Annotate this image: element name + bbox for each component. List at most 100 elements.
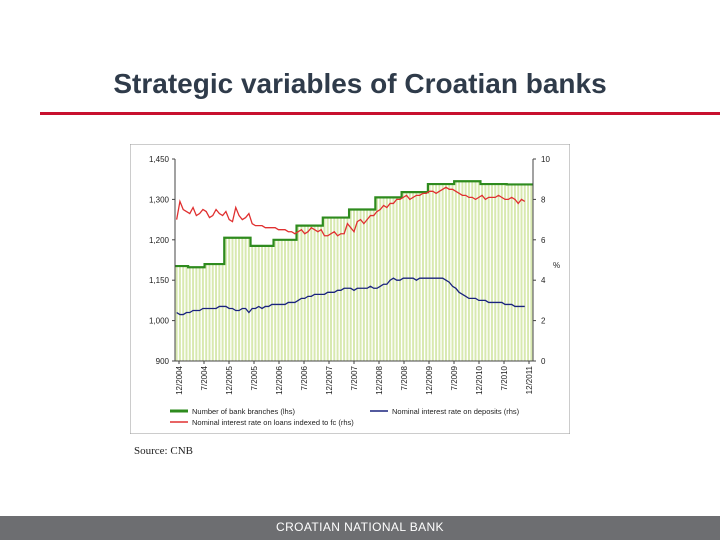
branch-bar <box>287 239 290 361</box>
branch-bar <box>297 225 300 361</box>
legend-label: Nominal interest rate on loans indexed t… <box>192 418 354 427</box>
branch-bar <box>494 184 497 361</box>
branch-bar <box>376 197 378 361</box>
branch-bar <box>408 192 411 361</box>
branch-bar <box>487 184 490 361</box>
branch-bar <box>517 184 520 361</box>
left-tick-label: 900 <box>156 357 170 366</box>
branch-bar <box>530 184 533 361</box>
branch-bar <box>224 237 227 361</box>
right-tick-label: 6 <box>541 236 546 245</box>
branch-bar <box>326 217 329 361</box>
branch-bar <box>208 264 211 361</box>
branch-bar <box>307 225 309 361</box>
tick-labels: 1,450 1,300 1,200 1,150 1,000 900 10 8 6 4 2 0% 12/2… <box>149 155 560 395</box>
branch-bar <box>454 181 457 361</box>
x-tick-label: 12/2006 <box>275 365 284 394</box>
branch-bar <box>192 267 195 361</box>
branch-bar <box>333 217 336 361</box>
branch-bar <box>441 184 444 361</box>
branch-bar <box>520 184 523 361</box>
branch-bar <box>339 217 342 361</box>
branch-bar <box>270 245 273 361</box>
branch-bar <box>336 217 339 361</box>
x-tick-label: 12/2005 <box>225 365 234 394</box>
right-tick-label: 10 <box>541 155 550 164</box>
branch-bar <box>201 267 204 361</box>
x-tick-label: 12/2007 <box>325 365 334 394</box>
branch-bar <box>178 266 181 361</box>
branch-bar <box>261 245 264 361</box>
x-tick-label: 12/2009 <box>425 365 434 394</box>
left-tick-label: 1,150 <box>149 276 170 285</box>
branch-bar <box>353 209 355 361</box>
branch-bar <box>389 197 392 361</box>
branch-bar <box>234 237 237 361</box>
legend-label: Number of bank branches (lhs) <box>192 407 295 416</box>
branch-bar <box>267 245 270 361</box>
branch-bar <box>343 217 346 361</box>
branch-bar <box>198 267 201 361</box>
branch-bars <box>175 180 533 361</box>
branch-bar <box>428 184 431 361</box>
branch-bar <box>356 209 359 361</box>
branch-bar <box>415 192 418 361</box>
right-tick-label: 8 <box>541 195 546 204</box>
branch-bar <box>382 197 385 361</box>
series-lines <box>176 186 526 316</box>
branch-bar <box>241 237 244 361</box>
x-tick-label: 7/2005 <box>250 365 259 390</box>
footer-label: CROATIAN NATIONAL BANK <box>276 520 444 534</box>
branch-bar <box>504 184 507 361</box>
branch-bar <box>372 209 375 361</box>
branch-bar <box>238 237 241 361</box>
branch-bar <box>523 184 526 361</box>
branch-bar <box>195 267 198 361</box>
branch-bar <box>257 245 260 361</box>
branch-bar <box>320 225 323 361</box>
branch-bar <box>444 184 447 361</box>
branch-bar <box>402 192 405 361</box>
x-tick-label: 7/2008 <box>400 365 409 390</box>
branch-bar <box>290 239 293 361</box>
branch-bar <box>221 264 224 361</box>
branch-bar <box>458 181 461 361</box>
branch-bar <box>412 192 415 361</box>
branch-bar <box>316 225 319 361</box>
branch-bar <box>431 184 434 361</box>
branch-bar <box>461 181 464 361</box>
branch-bar <box>490 184 493 361</box>
branch-bar <box>366 209 369 361</box>
x-tick-label: 7/2009 <box>450 365 459 390</box>
branch-bar <box>379 197 382 361</box>
branch-bar <box>310 225 313 361</box>
branch-bar <box>481 184 484 361</box>
branch-bar <box>471 181 474 361</box>
branch-bar <box>385 197 388 361</box>
x-tick-label: 7/2010 <box>500 365 509 390</box>
branch-bar <box>451 184 454 361</box>
branch-bar <box>188 267 191 361</box>
branch-bar <box>185 266 188 361</box>
branch-bar <box>323 217 326 361</box>
branch-bar <box>448 184 451 361</box>
branch-bar <box>484 184 487 361</box>
branch-bar <box>399 197 401 361</box>
x-tick-label: 7/2007 <box>350 365 359 390</box>
branch-bar <box>251 245 254 361</box>
branch-bar <box>464 181 467 361</box>
branch-bar <box>313 225 316 361</box>
branch-bar <box>293 239 296 361</box>
footer-bar <box>0 516 720 540</box>
branch-bar <box>205 264 208 361</box>
branch-bar <box>300 225 303 361</box>
right-tick-label: 4 <box>541 276 546 285</box>
right-tick-label: 0 <box>541 357 546 366</box>
branch-bar <box>500 184 503 361</box>
branch-bar <box>254 245 257 361</box>
branch-bar <box>264 245 267 361</box>
branch-bar <box>362 209 365 361</box>
branch-bar <box>467 181 470 361</box>
left-tick-label: 1,300 <box>149 195 170 204</box>
legend: Number of bank branches (lhs) Nominal int… <box>170 407 520 427</box>
